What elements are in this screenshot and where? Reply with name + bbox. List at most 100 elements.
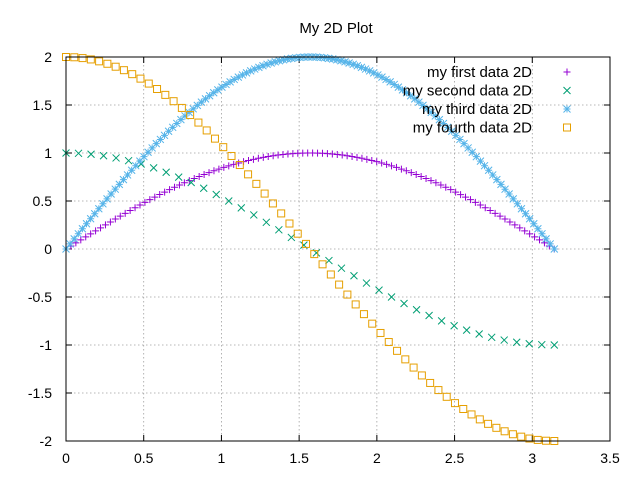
data-point xyxy=(434,386,443,395)
plot-border xyxy=(65,56,611,442)
data-point xyxy=(412,305,421,314)
data-point xyxy=(378,73,386,81)
data-point xyxy=(451,131,460,140)
data-point xyxy=(472,152,481,161)
data-point xyxy=(160,131,169,140)
data-point xyxy=(500,427,509,436)
data-point xyxy=(402,167,410,175)
data-point xyxy=(546,240,555,248)
data-point xyxy=(82,233,90,241)
data-point xyxy=(205,91,214,100)
data-point xyxy=(200,170,208,178)
data-point xyxy=(99,199,107,208)
data-point xyxy=(169,97,178,106)
data-point xyxy=(535,236,543,244)
data-point xyxy=(277,209,286,218)
data-point xyxy=(437,317,446,325)
data-point xyxy=(402,88,411,97)
data-point xyxy=(368,156,376,164)
data-point xyxy=(146,196,154,204)
data-point xyxy=(87,150,95,159)
x-tick-label: 3 xyxy=(528,450,536,466)
data-point xyxy=(70,235,79,243)
data-point xyxy=(279,55,288,64)
data-point xyxy=(151,193,159,201)
data-point xyxy=(124,156,133,165)
data-point xyxy=(373,71,382,79)
data-point xyxy=(492,423,501,432)
y-tick-label: -1.5 xyxy=(28,385,52,401)
data-point xyxy=(220,163,228,171)
data-point xyxy=(86,55,95,64)
data-point xyxy=(423,104,431,113)
data-point xyxy=(358,154,366,162)
data-point xyxy=(210,167,218,175)
data-point xyxy=(387,293,396,301)
data-point xyxy=(525,434,534,443)
data-point xyxy=(174,173,183,181)
data-point xyxy=(350,271,358,280)
data-point xyxy=(212,190,221,199)
data-point xyxy=(310,250,319,259)
data-point xyxy=(267,59,276,67)
data-point xyxy=(378,159,386,167)
data-point xyxy=(144,148,152,157)
data-point xyxy=(508,430,517,439)
data-point xyxy=(521,209,530,218)
data-point xyxy=(538,229,546,238)
data-point xyxy=(185,108,193,117)
data-point xyxy=(186,111,195,120)
data-point xyxy=(324,54,333,63)
data-point xyxy=(351,300,360,309)
data-point xyxy=(194,118,203,127)
data-point xyxy=(375,286,383,295)
data-point xyxy=(466,196,474,204)
data-point xyxy=(136,74,145,83)
x-tick-label: 0 xyxy=(62,450,70,466)
data-point xyxy=(263,60,271,69)
data-point xyxy=(144,79,153,88)
data-point xyxy=(417,172,425,180)
data-point xyxy=(422,174,430,182)
data-point xyxy=(201,95,210,103)
data-point xyxy=(209,88,218,97)
data-point xyxy=(215,165,223,173)
data-point xyxy=(542,235,550,243)
data-point xyxy=(386,78,395,86)
data-point xyxy=(516,224,524,232)
data-point xyxy=(484,419,493,428)
data-point xyxy=(487,333,496,342)
data-point xyxy=(123,171,132,179)
data-point xyxy=(337,264,346,273)
data-point xyxy=(213,86,222,94)
data-point xyxy=(99,151,108,160)
data-point xyxy=(86,214,95,223)
data-point xyxy=(447,127,456,136)
data-point xyxy=(392,163,400,171)
legend-label: my second data 2D xyxy=(403,83,532,100)
data-point xyxy=(171,183,179,191)
data-point xyxy=(131,204,139,212)
data-point xyxy=(106,218,114,226)
data-point xyxy=(388,162,396,170)
data-point xyxy=(550,245,559,253)
data-point xyxy=(190,174,198,182)
data-point xyxy=(431,112,440,120)
data-point xyxy=(140,152,148,161)
data-point xyxy=(234,73,243,81)
data-point xyxy=(353,61,362,70)
data-point xyxy=(467,410,476,419)
data-point xyxy=(425,311,433,320)
data-point xyxy=(517,432,526,441)
data-point xyxy=(97,224,105,232)
data-point xyxy=(471,198,479,206)
data-point xyxy=(415,98,423,106)
data-point xyxy=(500,336,509,344)
data-point xyxy=(460,139,468,148)
data-point xyxy=(484,166,493,175)
data-point xyxy=(442,392,451,401)
data-point xyxy=(269,152,277,160)
data-point xyxy=(529,219,538,228)
